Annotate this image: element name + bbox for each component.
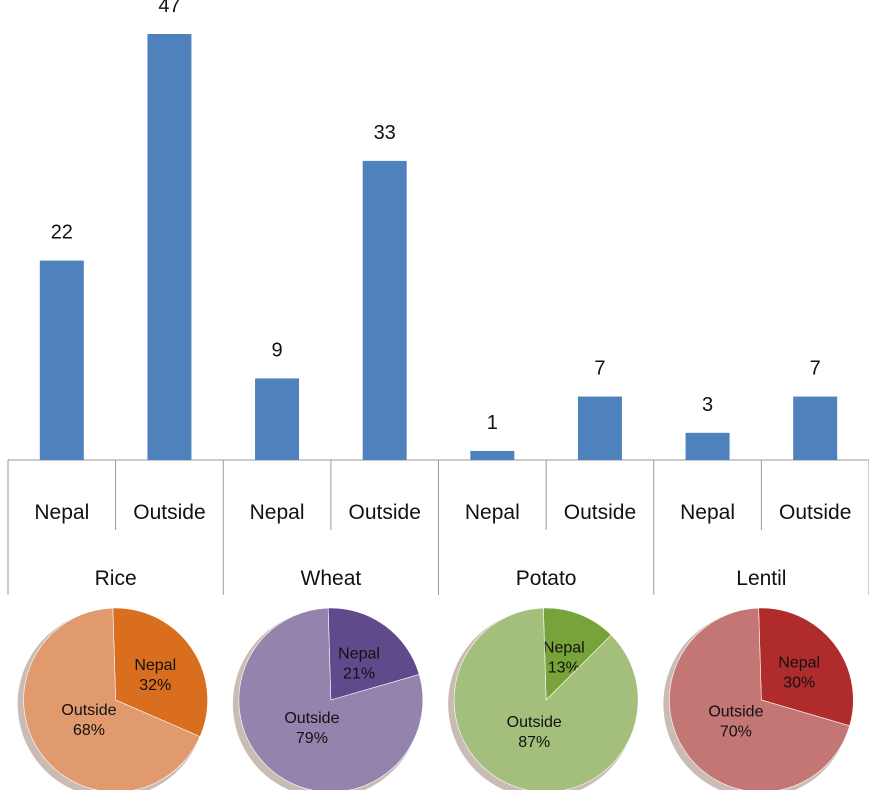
bar xyxy=(255,378,300,460)
data-label: 7 xyxy=(594,358,605,380)
bar xyxy=(793,396,838,460)
category-tick-label: Outside xyxy=(779,501,851,524)
pie-chart: Nepal 21% Outside 79% xyxy=(232,607,424,790)
category-tick-label: Nepal xyxy=(250,501,305,524)
pie-slice-percent: 68% xyxy=(73,722,105,739)
category-tick-label: Outside xyxy=(349,501,421,524)
data-label: 22 xyxy=(51,222,73,244)
pie-slice xyxy=(112,607,208,738)
data-label: 47 xyxy=(158,0,180,17)
pie-slice-name: Outside xyxy=(284,710,339,727)
bar xyxy=(685,432,730,460)
pie-slice-name: Nepal xyxy=(543,640,585,657)
pie-slice-percent: 70% xyxy=(720,724,752,741)
group-tick-label: Lentil xyxy=(736,567,786,590)
data-label: 7 xyxy=(810,358,821,380)
data-label: 33 xyxy=(374,122,396,144)
bar xyxy=(362,160,407,460)
category-tick-label: Nepal xyxy=(465,501,520,524)
group-tick-label: Rice xyxy=(95,567,137,590)
group-tick-label: Wheat xyxy=(301,567,362,590)
pie-slice-name: Outside xyxy=(708,704,763,721)
pie-chart: Nepal 30% Outside 70% xyxy=(663,607,854,790)
pie-slice xyxy=(453,607,639,790)
pie-slice xyxy=(543,607,612,701)
pie-slice-percent: 21% xyxy=(343,665,375,682)
pie-slice xyxy=(669,607,851,790)
category-tick-label: Outside xyxy=(564,501,636,524)
pie-slice-percent: 13% xyxy=(548,660,580,677)
pie-slice-percent: 30% xyxy=(783,675,815,692)
data-label: 9 xyxy=(272,339,283,361)
category-tick-label: Outside xyxy=(133,501,205,524)
pie-slice-percent: 32% xyxy=(139,677,171,694)
group-tick-label: Potato xyxy=(516,567,577,590)
pie-slice xyxy=(758,607,854,727)
pie-slice-name: Outside xyxy=(507,714,562,731)
pie-slice-percent: 79% xyxy=(296,730,328,747)
pie-slice xyxy=(23,607,201,790)
pie-charts: Nepal32%Outside68%Nepal21%Outside79%Nepa… xyxy=(17,607,854,790)
pie-slice xyxy=(327,607,420,701)
category-tick-label: Nepal xyxy=(34,501,89,524)
pie-slice-name: Nepal xyxy=(134,657,176,674)
data-label: 3 xyxy=(702,394,713,416)
bar xyxy=(577,396,622,460)
pie-slice xyxy=(238,607,424,790)
bar xyxy=(147,34,192,460)
pie-slice-percent: 87% xyxy=(518,734,550,751)
pie-slice-name: Nepal xyxy=(338,645,380,662)
pie-chart: Nepal 32% Outside 68% xyxy=(17,607,208,790)
bar xyxy=(470,450,515,460)
pie-chart: Nepal 13% Outside 87% xyxy=(448,607,639,790)
category-axis: Nepal Outside Nepal Outside Nepal Outside Nepa… xyxy=(7,459,869,595)
data-label: 1 xyxy=(487,412,498,434)
category-tick-label: Nepal xyxy=(680,501,735,524)
bar xyxy=(39,260,84,460)
pie-slice-name: Nepal xyxy=(778,655,820,672)
pie-slice-name: Outside xyxy=(61,702,116,719)
bar-series: 22 47 9 33 1 7 3 7 xyxy=(39,0,838,460)
